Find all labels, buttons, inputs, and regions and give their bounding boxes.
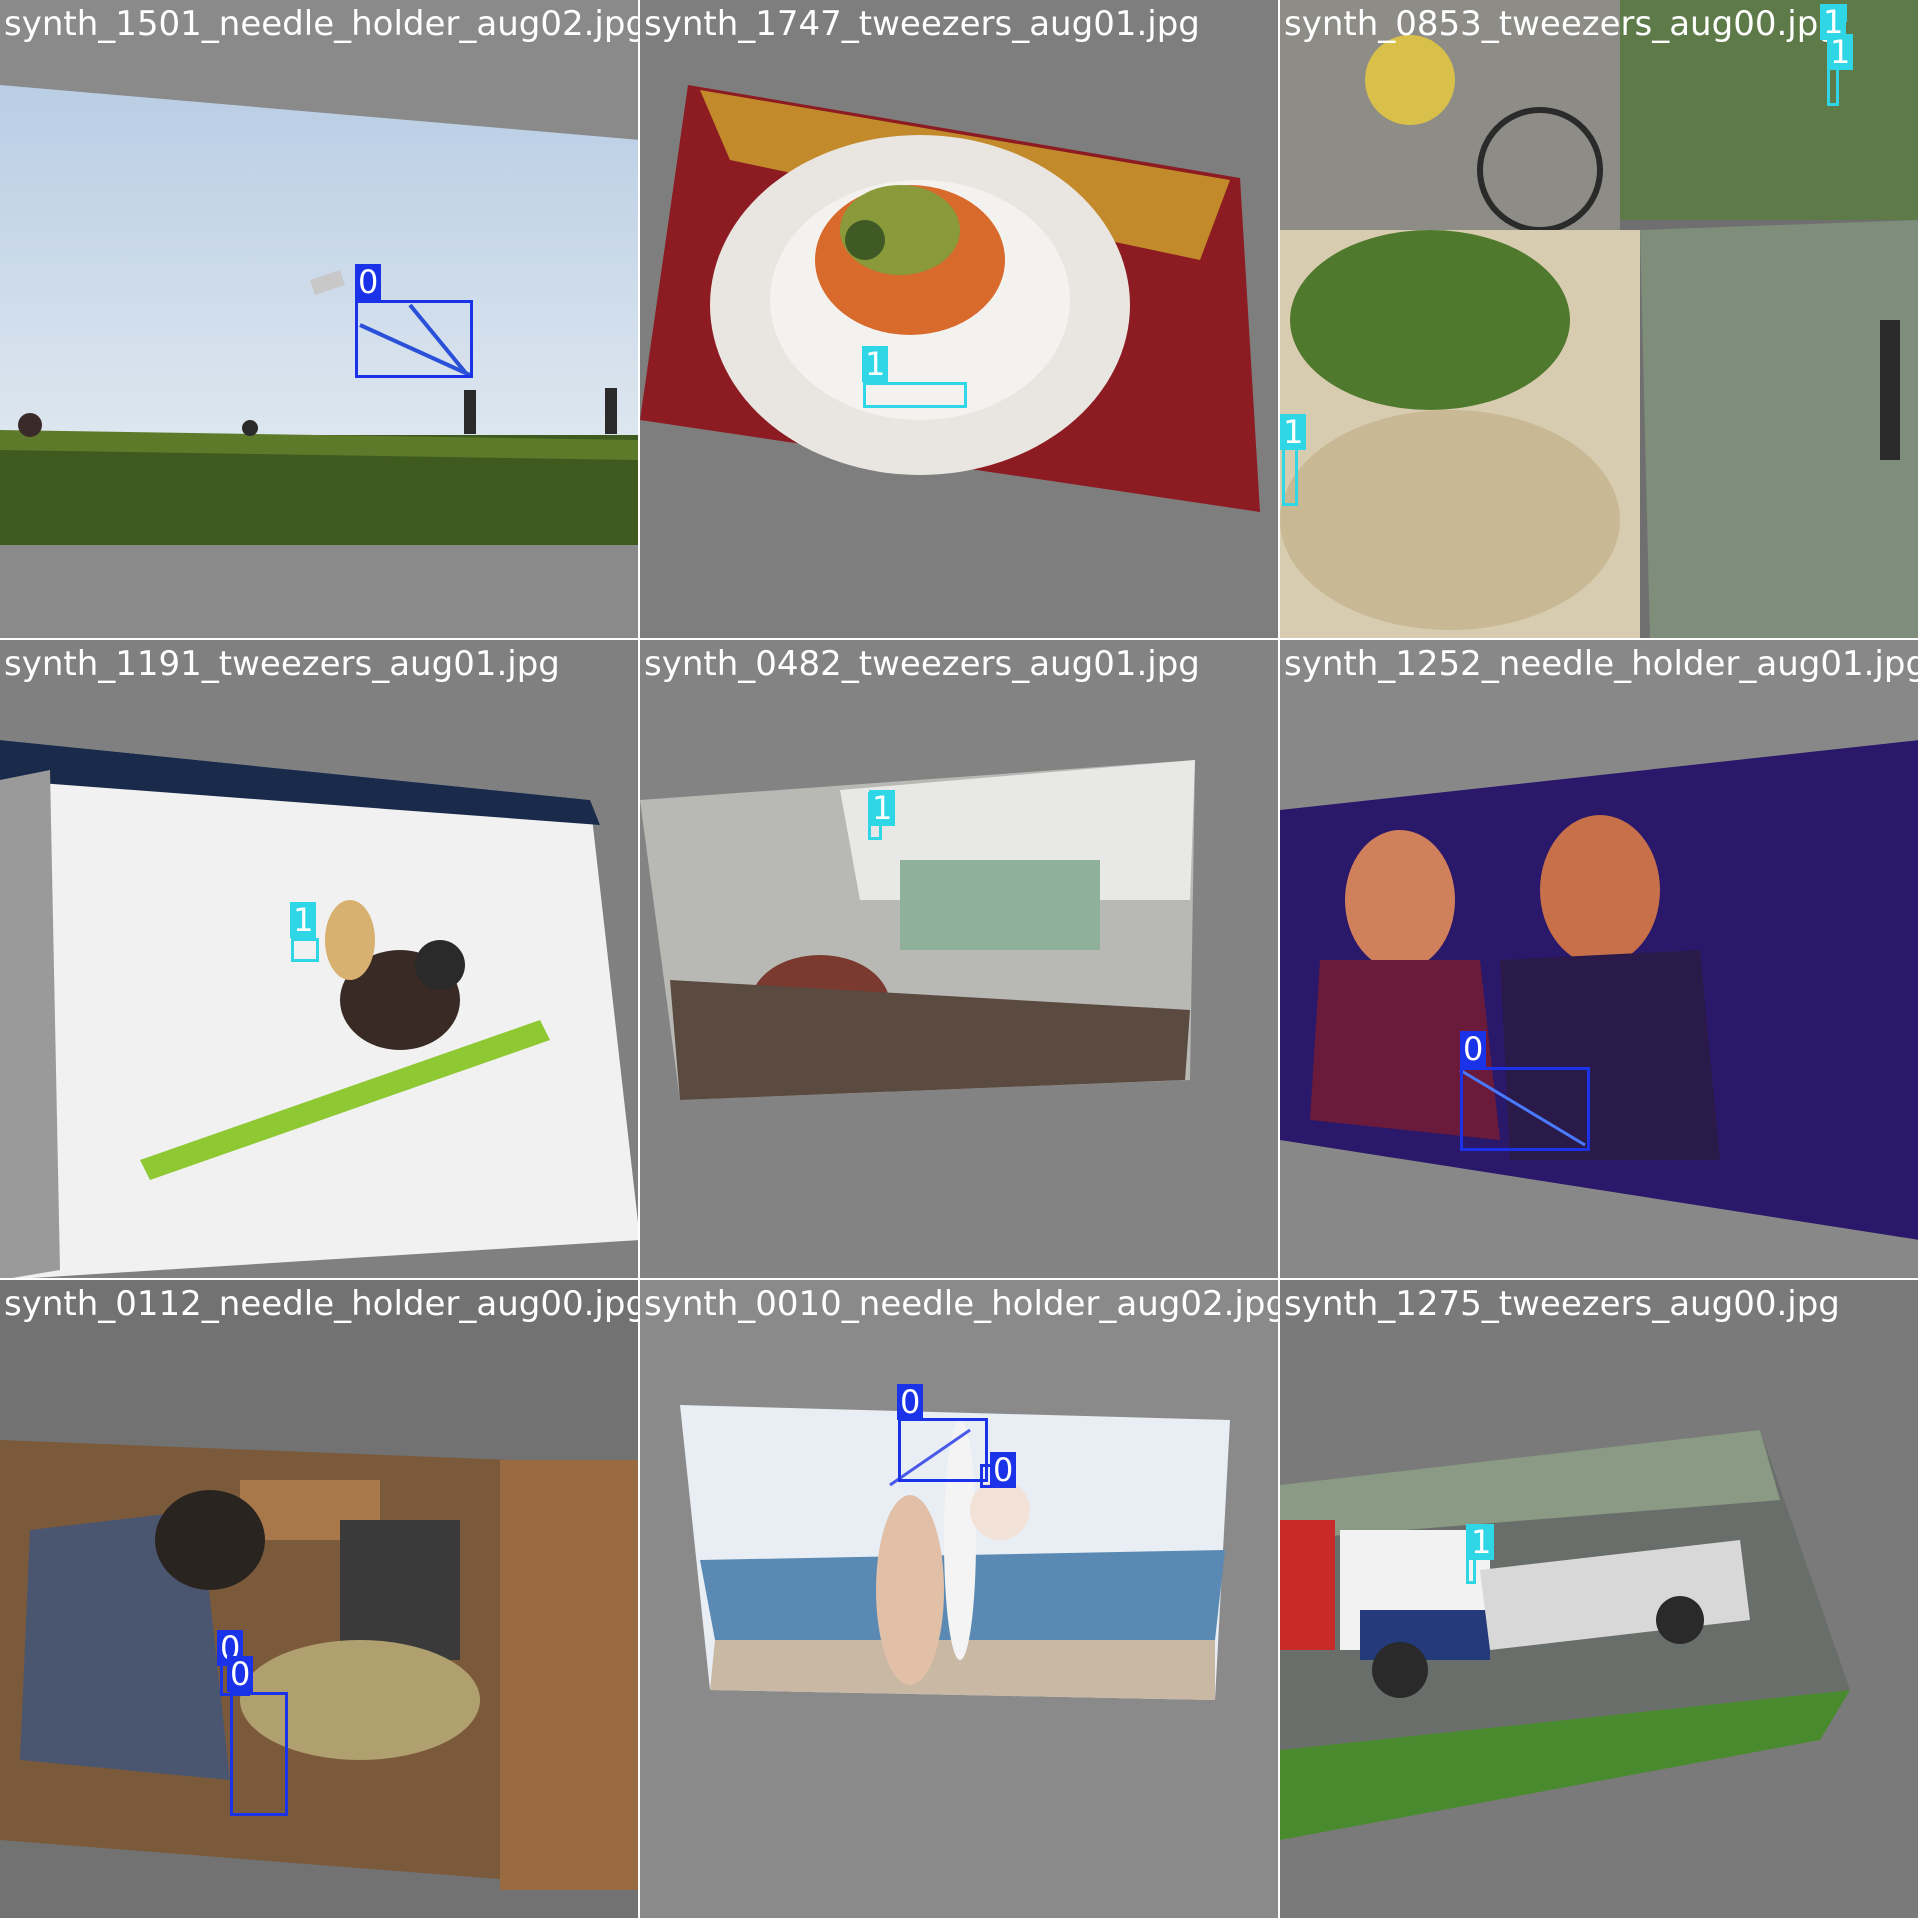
bbox-class-label: 0 [897,1384,924,1420]
bbox-needle-holder [355,300,473,378]
tile-6: synth_1252_needle_holder_aug01.jpg 0 [1280,640,1920,1280]
bbox-class-label: 0 [355,264,382,300]
tile-filename: synth_1747_tweezers_aug01.jpg [644,4,1200,44]
tile-9-image [1280,1430,1850,1840]
bbox-class-label: 1 [869,790,896,826]
tile-1: synth_1501_needle_holder_aug02.jpg 0 [0,0,640,640]
bbox-class-label: 1 [1280,414,1307,450]
bbox-class-label: 1 [1468,1524,1495,1560]
tile-8-image [680,1405,1230,1700]
tile-1-image [0,85,638,545]
tile-filename: synth_0482_tweezers_aug01.jpg [644,644,1200,684]
tile-2: synth_1747_tweezers_aug01.jpg 1 [640,0,1280,640]
bbox-needle-holder [898,1418,988,1482]
bbox-tweezers [291,938,319,962]
bbox-class-label: 0 [990,1452,1017,1488]
tile-filename: synth_1275_tweezers_aug00.jpg [1284,1284,1840,1324]
bbox-class-label: 1 [1827,34,1854,70]
tile-6-image [1280,740,1918,1240]
bbox-class-label: 1 [290,902,317,938]
bbox-tweezers [863,382,967,408]
bbox-needle-holder [1460,1067,1590,1151]
tile-8: synth_0010_needle_holder_aug02.jpg 0 0 [640,1280,1280,1920]
bbox-needle-holder [230,1692,288,1816]
tile-filename: synth_1501_needle_holder_aug02.jpg [4,4,640,44]
tile-7-image [0,1440,638,1890]
tile-filename: synth_0112_needle_holder_aug00.jpg [4,1284,640,1324]
bbox-class-label: 0 [227,1656,254,1692]
tile-9: synth_1275_tweezers_aug00.jpg 1 [1280,1280,1920,1920]
tile-7: synth_0112_needle_holder_aug00.jpg 0 0 [0,1280,640,1920]
tile-3: synth_0853_tweezers_aug00.jpg 1 1 1 [1280,0,1920,640]
tile-filename: synth_1191_tweezers_aug01.jpg [4,644,560,684]
bbox-class-label: 1 [862,346,889,382]
tile-3-image [1280,0,1918,638]
tile-filename: synth_0853_tweezers_aug00.jpg [1284,4,1840,44]
tile-filename: synth_0010_needle_holder_aug02.jpg [644,1284,1280,1324]
tile-2-image [640,85,1260,512]
tile-filename: synth_1252_needle_holder_aug01.jpg [1284,644,1920,684]
tile-5-image [640,760,1195,1100]
tile-4: synth_1191_tweezers_aug01.jpg 1 [0,640,640,1280]
tile-4-image [0,740,638,1278]
tile-5: synth_0482_tweezers_aug01.jpg 1 [640,640,1280,1280]
bbox-class-label: 0 [1460,1031,1487,1067]
